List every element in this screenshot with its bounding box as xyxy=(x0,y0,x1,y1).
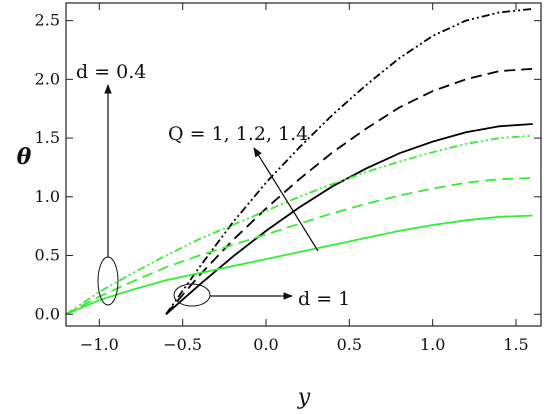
annotation-d-0-4: d = 0.4 xyxy=(76,61,146,83)
y-tick-label: 1.0 xyxy=(35,187,60,206)
series-line-5 xyxy=(65,177,533,316)
series-line-2 xyxy=(165,67,533,315)
plot-frame xyxy=(65,2,542,327)
y-axis: 0.0 0.5 1.0 1.5 2.0 2.5 xyxy=(35,11,541,323)
x-tick-label: 1.0 xyxy=(420,335,445,354)
ellipse-marker-bottom xyxy=(173,283,211,307)
arrow-diagonal xyxy=(253,147,319,252)
annotation-graphics xyxy=(97,84,319,307)
y-tick-label: 0.0 xyxy=(35,304,60,323)
series-layer xyxy=(65,8,533,316)
x-tick-label: −0.5 xyxy=(163,335,202,354)
y-tick-label: 0.5 xyxy=(35,246,60,265)
y-tick-label: 1.5 xyxy=(35,128,60,147)
y-tick-label: 2.0 xyxy=(35,69,60,88)
x-tick-label: 0.5 xyxy=(337,335,362,354)
x-axis-title: y xyxy=(297,385,311,410)
annotation-q-values: Q = 1, 1.2, 1.4 xyxy=(168,123,308,145)
y-tick-label: 2.5 xyxy=(35,11,60,30)
x-axis: −1.0 −0.5 0.0 0.5 1.0 1.5 xyxy=(80,3,529,354)
series-line-4 xyxy=(65,214,533,316)
series-line-6 xyxy=(65,134,533,316)
x-tick-label: 1.5 xyxy=(503,335,528,354)
annotation-d-1: d = 1 xyxy=(298,288,350,310)
x-tick-label: 0.0 xyxy=(253,335,278,354)
x-tick-label: −1.0 xyxy=(80,335,119,354)
y-axis-title: θ xyxy=(17,144,32,170)
